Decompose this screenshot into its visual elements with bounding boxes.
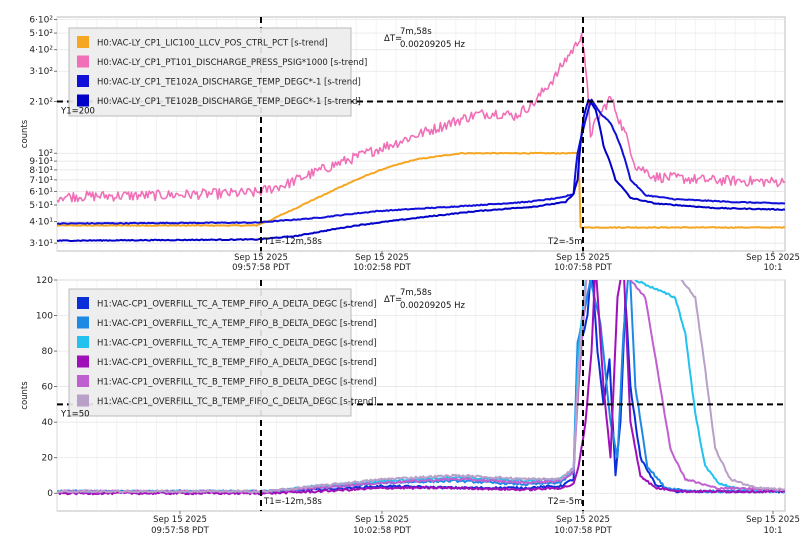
legend-label: H0:VAC-LY_CP1_TE102A_DISCHARGE_TEMP_DEGC… — [97, 78, 361, 88]
legend-label: H0:VAC-LY_CP1_LIC100_LLCV_POS_CTRL_PCT [… — [97, 39, 328, 49]
y-tick-label: 4·10¹ — [29, 218, 53, 228]
x-tick-label-time: 10:07:58 PDT — [554, 263, 613, 273]
x-tick-label-time: 10:1 — [763, 263, 782, 273]
y-tick-label: 60 — [42, 383, 54, 393]
y-tick-label: 120 — [36, 276, 53, 286]
legend-swatch — [77, 394, 89, 407]
legend-label: H0:VAC-LY_CP1_TE102B_DISCHARGE_TEMP_DEGC… — [97, 97, 361, 107]
y-tick-label: 9·10¹ — [29, 157, 53, 167]
x-tick-label-date: Sep 15 2025 — [153, 515, 207, 525]
legend-label: H0:VAC-LY_CP1_PT101_DISCHARGE_PRESS_PSIG… — [97, 58, 367, 68]
cursor-y1-label: Y1=200 — [60, 106, 95, 116]
x-tick-label-date: Sep 15 2025 — [556, 515, 610, 525]
y-tick-label: 20 — [42, 454, 54, 464]
legend-box — [68, 27, 352, 117]
delta-t-symbol: ΔT= — [384, 295, 402, 305]
x-tick-label-date: Sep 15 2025 — [234, 253, 288, 263]
cursor-y1-label: Y1=50 — [60, 409, 90, 419]
y-tick-label: 4·10² — [29, 46, 53, 56]
delta-t-value: 7m,58s — [400, 288, 432, 298]
y-axis-label: counts — [20, 381, 30, 410]
x-tick-label-date: Sep 15 2025 — [556, 253, 610, 263]
y-tick-label: 5·10² — [29, 29, 53, 39]
legend-label: H1:VAC-CP1_OVERFILL_TC_B_TEMP_FIFO_A_DEL… — [97, 358, 377, 368]
x-tick-label-time: 10:02:58 PDT — [353, 526, 412, 536]
legend-swatch — [77, 36, 89, 48]
cursor-t1-label: T1=-12m,58s — [263, 237, 322, 247]
legend-swatch — [77, 375, 89, 387]
y-axis-label: counts — [20, 119, 30, 148]
legend-label: H1:VAC-CP1_OVERFILL_TC_A_TEMP_FIFO_A_DEL… — [97, 300, 377, 310]
legend-box — [68, 288, 352, 417]
y-tick-label: 3·10¹ — [29, 239, 53, 249]
legend-swatch — [77, 55, 89, 68]
series-line-2 — [57, 32, 785, 203]
x-tick-label-date: Sep 15 2025 — [746, 253, 800, 263]
y-tick-label: 80 — [42, 347, 54, 357]
delta-t-symbol: ΔT= — [384, 34, 402, 44]
series-line-6 — [57, 280, 785, 494]
legend-swatch — [77, 355, 89, 368]
y-tick-label: 10² — [38, 149, 53, 159]
legend-label: H1:VAC-CP1_OVERFILL_TC_B_TEMP_FIFO_B_DEL… — [97, 378, 377, 388]
x-tick-label-time: 10:07:58 PDT — [554, 526, 613, 536]
x-tick-label-time: 10:1 — [763, 526, 782, 536]
y-tick-label: 0 — [47, 489, 53, 499]
delta-f-value: 0.00209205 Hz — [400, 40, 465, 50]
y-tick-label: 100 — [36, 312, 53, 322]
legend-label: H1:VAC-CP1_OVERFILL_TC_A_TEMP_FIFO_C_DEL… — [97, 339, 377, 349]
legend-swatch — [77, 336, 89, 348]
legend-swatch — [77, 316, 89, 329]
series-line-3 — [57, 98, 785, 225]
cursor-t1-label: T1=-12m,58s — [263, 497, 322, 507]
x-tick-label-date: Sep 15 2025 — [355, 515, 409, 525]
cursor-t2-label: T2=-5m — [547, 497, 582, 507]
series-group — [57, 32, 785, 242]
series-line-4 — [57, 98, 785, 242]
x-tick-label-time: 09:57:58 PDT — [232, 263, 291, 273]
series-line-1 — [57, 151, 785, 229]
x-tick-label-date: Sep 15 2025 — [355, 253, 409, 263]
x-tick-label-time: 09:57:58 PDT — [151, 526, 210, 536]
y-tick-label: 8·10¹ — [29, 166, 53, 176]
y-tick-label: 6·10¹ — [29, 187, 53, 197]
y-tick-label: 6·10² — [29, 15, 53, 25]
y-tick-label: 40 — [42, 418, 54, 428]
y-tick-label: 7·10¹ — [29, 176, 53, 186]
y-tick-label: 3·10² — [29, 67, 53, 77]
legend-label: H1:VAC-CP1_OVERFILL_TC_B_TEMP_FIFO_C_DEL… — [97, 397, 377, 407]
series-group — [57, 280, 785, 496]
x-tick-label-date: Sep 15 2025 — [746, 515, 800, 525]
legend-swatch — [77, 297, 89, 309]
legend-swatch — [77, 94, 89, 107]
delta-t-value: 7m,58s — [400, 27, 432, 37]
x-tick-label-time: 10:02:58 PDT — [353, 263, 412, 273]
y-tick-label: 2·10² — [29, 97, 53, 107]
delta-f-value: 0.00209205 Hz — [400, 301, 465, 311]
legend-label: H1:VAC-CP1_OVERFILL_TC_A_TEMP_FIFO_B_DEL… — [97, 319, 377, 329]
cursor-t2-label: T2=-5m — [547, 237, 582, 247]
y-tick-label: 5·10¹ — [29, 201, 53, 211]
legend-swatch — [77, 75, 89, 87]
